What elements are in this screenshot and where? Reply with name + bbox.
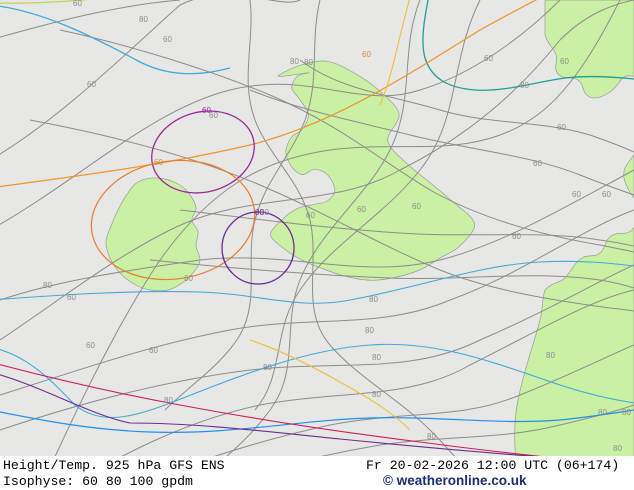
svg-text:60: 60 <box>560 57 569 66</box>
svg-text:60: 60 <box>572 190 581 199</box>
svg-text:Isophyse: 60 80 100 gpdm: Isophyse: 60 80 100 gpdm <box>3 474 193 489</box>
svg-text:60: 60 <box>306 211 315 220</box>
svg-text:60: 60 <box>149 346 158 355</box>
svg-text:80: 80 <box>520 81 529 90</box>
svg-text:60: 60 <box>533 159 542 168</box>
svg-text:80: 80 <box>263 363 272 372</box>
svg-text:80: 80 <box>613 444 622 453</box>
svg-text:80: 80 <box>139 15 148 24</box>
svg-text:80: 80 <box>372 353 381 362</box>
svg-text:60: 60 <box>86 341 95 350</box>
svg-text:60: 60 <box>362 50 371 59</box>
svg-text:80: 80 <box>290 57 299 66</box>
svg-text:60: 60 <box>87 80 96 89</box>
svg-text:60: 60 <box>512 232 521 241</box>
svg-text:60: 60 <box>557 123 566 132</box>
svg-text:60: 60 <box>202 106 211 115</box>
svg-text:80: 80 <box>427 432 436 441</box>
svg-text:60: 60 <box>357 205 366 214</box>
svg-text:80: 80 <box>369 295 378 304</box>
svg-text:80: 80 <box>43 281 52 290</box>
svg-text:80: 80 <box>255 208 264 217</box>
svg-text:60: 60 <box>484 54 493 63</box>
svg-text:Height/Temp. 925 hPa GFS ENS: Height/Temp. 925 hPa GFS ENS <box>3 458 225 473</box>
svg-text:60: 60 <box>412 202 421 211</box>
svg-text:80: 80 <box>546 351 555 360</box>
svg-text:60: 60 <box>67 293 76 302</box>
svg-text:Fr 20-02-2026 12:00 UTC (06+17: Fr 20-02-2026 12:00 UTC (06+174) <box>366 458 619 473</box>
svg-text:60: 60 <box>163 35 172 44</box>
svg-text:80: 80 <box>372 390 381 399</box>
svg-text:60: 60 <box>602 190 611 199</box>
svg-text:60: 60 <box>184 274 193 283</box>
svg-text:80: 80 <box>304 58 313 67</box>
svg-text:80: 80 <box>365 326 374 335</box>
svg-text:80: 80 <box>622 408 631 417</box>
svg-text:© weatheronline.co.uk: © weatheronline.co.uk <box>383 473 527 488</box>
svg-text:60: 60 <box>154 158 163 167</box>
svg-text:80: 80 <box>164 396 173 405</box>
svg-text:60: 60 <box>73 0 82 8</box>
svg-text:80: 80 <box>598 408 607 417</box>
